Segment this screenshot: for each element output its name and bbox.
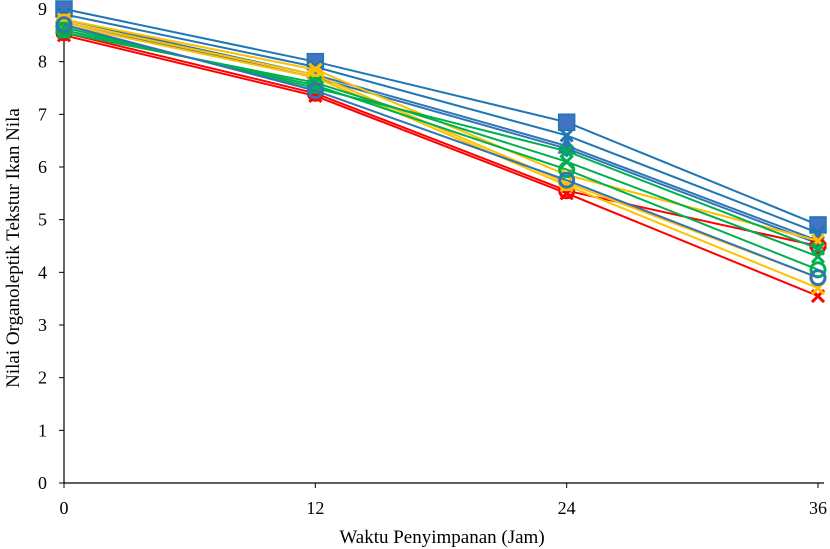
y-tick-label: 9 bbox=[38, 0, 47, 19]
series-line bbox=[63, 23, 819, 279]
series-5 bbox=[56, 28, 826, 304]
x-tick-label: 12 bbox=[306, 498, 324, 518]
y-axis-title: Nilai Organoleptik Tekstur Ikan Nila bbox=[3, 108, 24, 388]
series-line bbox=[63, 21, 819, 279]
series-line bbox=[63, 31, 819, 247]
data-point bbox=[809, 269, 827, 287]
data-point bbox=[55, 16, 73, 34]
y-tick-label: 7 bbox=[38, 104, 47, 124]
series-6 bbox=[55, 24, 827, 255]
series-line bbox=[63, 18, 819, 242]
series-group bbox=[54, 0, 828, 304]
series-12 bbox=[56, 20, 826, 256]
data-point bbox=[558, 171, 576, 189]
y-tick-label: 2 bbox=[38, 368, 47, 388]
series-7 bbox=[56, 17, 826, 296]
series-line bbox=[63, 13, 819, 234]
series-line bbox=[63, 23, 819, 290]
data-point bbox=[306, 82, 324, 100]
series-line bbox=[63, 18, 819, 242]
y-tick-label: 8 bbox=[38, 52, 47, 72]
y-tick-label: 3 bbox=[38, 315, 47, 335]
series-13 bbox=[55, 16, 827, 287]
y-tick-label: 6 bbox=[38, 157, 47, 177]
data-point bbox=[308, 62, 323, 77]
data-point bbox=[557, 113, 576, 131]
x-tick-label: 24 bbox=[558, 498, 576, 518]
y-tick-label: 1 bbox=[38, 420, 47, 440]
y-tick-label: 5 bbox=[38, 210, 47, 230]
x-tick-label: 0 bbox=[60, 498, 69, 518]
series-line bbox=[63, 21, 819, 245]
data-point bbox=[810, 241, 826, 256]
y-tick-label: 4 bbox=[38, 262, 47, 282]
series-line bbox=[63, 34, 819, 297]
data-point bbox=[558, 161, 576, 179]
y-tick-label: 0 bbox=[38, 473, 47, 493]
x-axis-title: Waktu Penyimpanan (Jam) bbox=[339, 527, 544, 548]
data-point bbox=[559, 144, 574, 159]
series-line bbox=[63, 8, 819, 226]
axes bbox=[59, 5, 824, 488]
x-tick-label: 36 bbox=[809, 498, 827, 518]
